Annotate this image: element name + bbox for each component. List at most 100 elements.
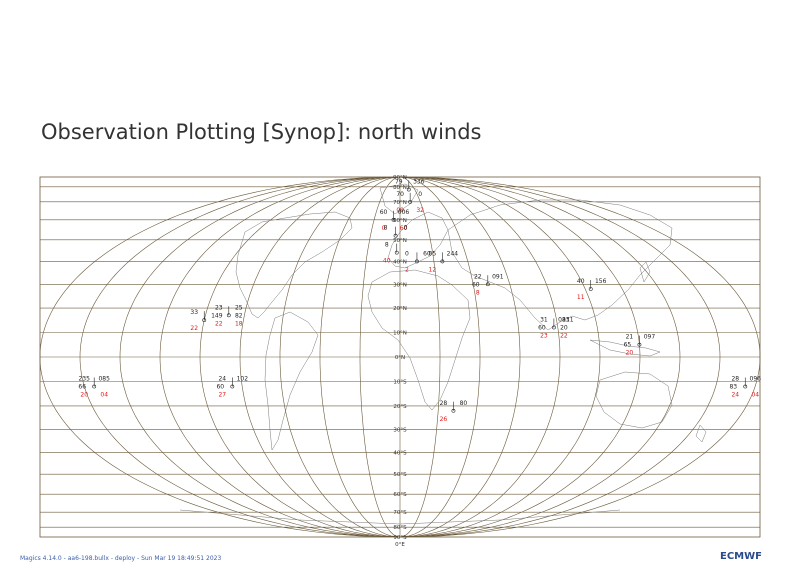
obs-value: 8 [384,225,388,232]
longitude-label: 0°E [395,542,405,548]
latitude-label: 10°S [393,380,407,386]
obs-value: 25 [235,304,243,311]
meridian-line [159,176,401,538]
obs-value: 05 [429,250,437,257]
meridian-line [199,176,401,538]
obs-temperature: 27 [218,392,226,399]
station-plot: 05 244 12 [429,250,459,273]
meridian-line [359,176,401,538]
obs-value: 8 [385,242,389,249]
obs-value: 244 [447,250,459,257]
obs-temperature: 22 [190,325,198,332]
obs-value: 091 [492,273,504,280]
obs-value: 28 [440,400,448,407]
latitude-label: 30°N [393,282,407,288]
obs-temperature: 40 [383,258,391,265]
obs-value: 66 [78,384,86,391]
obs-value: 31 [540,316,548,323]
latitude-label: 10°N [393,330,407,336]
latitude-label: 60°S [393,492,407,498]
obs-value: 28 [731,376,739,383]
obs-value: 60 [216,384,224,391]
obs-temperature: 2 [405,266,409,273]
obs-value: 23 [215,304,223,311]
obs-value: 336 [413,179,425,186]
latitude-label: 0°N [395,355,405,361]
meridian-line [119,176,401,538]
latitude-label: 90°S [393,535,407,541]
obs-value: 22 [474,273,482,280]
obs-value: 0 [404,225,408,232]
obs-temperature: 8 [476,289,480,296]
obs-value: 0 [405,250,409,257]
obs-value: 40 [577,278,585,285]
meridian-line [79,176,401,538]
obs-value: 83 [729,384,737,391]
obs-temperature: 32 [416,207,424,214]
obs-temperature: 22 [215,320,223,327]
obs-temperature: 20 [626,350,634,357]
obs-value: 111 [562,316,574,323]
obs-value: 006 [398,209,410,216]
meridian-line [399,176,641,538]
obs-value: 085 [98,376,110,383]
station-plot: 22 091 608 [472,273,504,296]
station-plot: 79 336 [395,179,425,192]
meridian-line [399,176,721,538]
meridian-line [399,176,601,538]
station-plot: 23 25 149 82 22 18 [211,304,243,327]
meridian-line [399,176,561,538]
ecmwf-logo: ECMWF [720,551,762,562]
obs-temperature: 04 [751,392,759,399]
obs-value: 083 [558,316,570,323]
station-plot: 70 0 09 32 [396,191,424,214]
latitude-label: 50°S [393,472,407,478]
graticule [39,176,761,538]
obs-temperature: 20 [80,392,88,399]
latitude-label: 80°N [393,185,407,191]
obs-value: 20 [560,324,568,331]
latitude-label: 50°N [393,238,407,244]
obs-value: 33 [190,309,198,316]
obs-temperature: 18 [235,320,243,327]
meridian-line [319,176,401,538]
station-plot: 40 156 11 [577,278,607,301]
obs-temperature: 0 [382,225,386,232]
obs-value: 60 [423,250,431,257]
meridian-line [239,176,401,538]
obs-value: 235 [78,376,90,383]
latitude-labels: 90°N 80°N 70°N 60°N 50°N 40°N 30°N 20°N 10°N 0°N 1… [393,175,407,541]
obs-value: 80 [460,400,468,407]
meridian-line [279,176,401,538]
obs-value: 149 [211,312,223,319]
station-plot: 33 22 [190,309,207,332]
obs-value: 79 [395,179,403,186]
meridian-line [399,176,521,538]
latitude-label: 60°N [393,218,407,224]
obs-temperature: 12 [429,266,437,273]
meridian-line [399,176,481,538]
obs-value: 70 [396,191,404,198]
obs-temperature: 26 [440,416,448,423]
obs-temperature: 09 [396,207,404,214]
obs-temperature: 24 [731,392,739,399]
latitude-label: 20°N [393,306,407,312]
obs-temperature: 23 [540,332,548,339]
obs-value: 60 [538,324,546,331]
latitude-label: 30°S [393,428,407,434]
obs-temperature: 22 [560,332,568,339]
page-title: Observation Plotting [Synop]: north wind… [41,120,482,144]
meridian-line [399,176,441,538]
latitude-label: 70°S [393,510,407,516]
obs-value: 156 [595,278,607,285]
latitude-label: 20°S [393,404,407,410]
footer-text: Magics 4.14.0 - aa6-198.bullx - deploy -… [20,555,222,562]
obs-value: 0 [418,191,422,198]
station-plot: 0 60 2 [405,250,431,273]
